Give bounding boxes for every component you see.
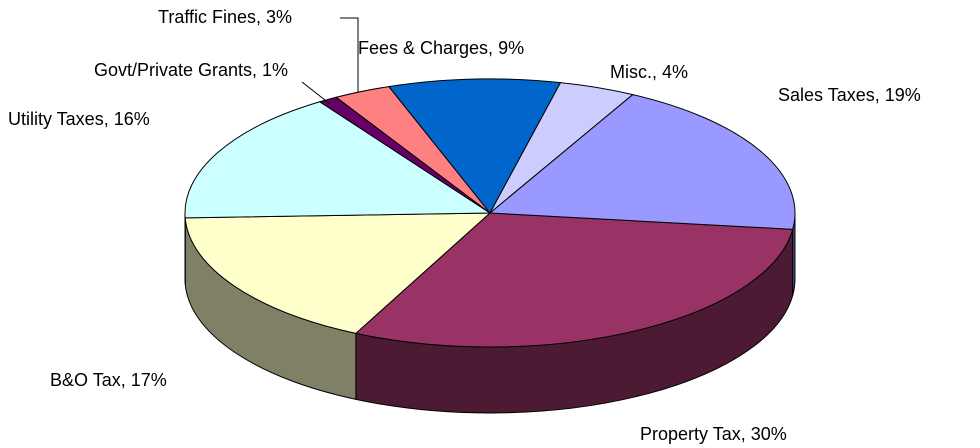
data-label: Misc., 4% [610, 62, 689, 82]
data-label: Property Tax, 30% [640, 424, 787, 444]
pie-slice [184, 101, 492, 219]
pie-slice [387, 78, 562, 214]
leader-line [301, 81, 331, 105]
data-label: Sales Taxes, 19% [778, 85, 921, 105]
pie-tops [184, 78, 796, 348]
pie-slice [488, 94, 796, 230]
pie-slice [354, 212, 794, 348]
data-label: Traffic Fines, 3% [158, 7, 293, 27]
pie-slice [184, 212, 492, 334]
data-label: Fees & Charges, 9% [358, 38, 525, 58]
data-label: Utility Taxes, 16% [8, 109, 150, 129]
leader-line [340, 17, 359, 92]
data-label: Govt/Private Grants, 1% [93, 60, 289, 80]
data-label: B&O Tax, 17% [50, 370, 167, 390]
